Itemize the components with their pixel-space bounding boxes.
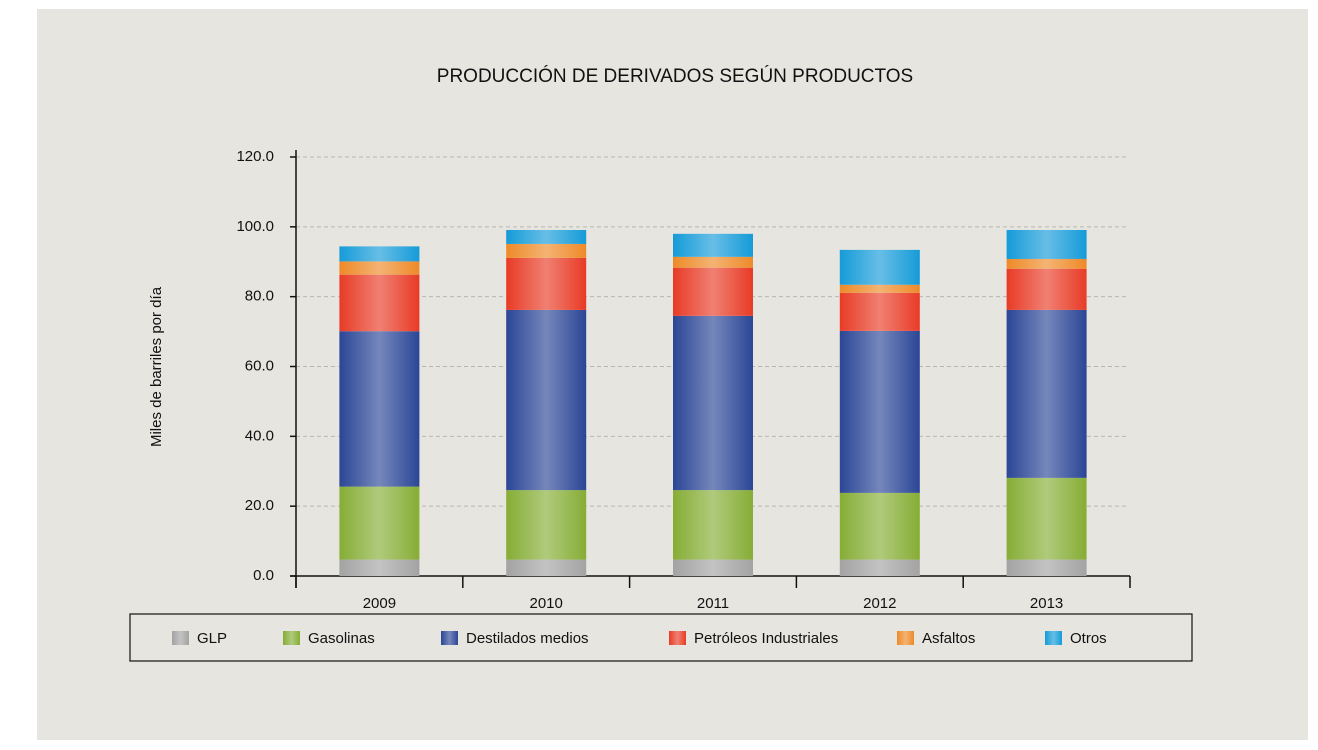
bar-segment — [673, 315, 753, 491]
background — [37, 9, 1308, 740]
bar-segment — [339, 246, 420, 262]
bar-segment — [339, 486, 420, 560]
bar-segment — [673, 490, 753, 560]
bar-segment — [839, 249, 920, 285]
bar-segment — [839, 559, 920, 576]
bar-segment — [339, 331, 420, 487]
y-tick-label: 100.0 — [236, 218, 274, 235]
x-tick-label: 2013 — [1030, 595, 1063, 612]
x-tick-label: 2012 — [863, 595, 896, 612]
bar-segment — [1006, 268, 1087, 310]
y-tick-label: 0.0 — [253, 567, 274, 584]
y-tick-label: 20.0 — [245, 497, 274, 514]
legend-swatch — [669, 631, 686, 645]
legend-label: Petróleos Industriales — [694, 630, 838, 647]
x-tick-label: 2010 — [530, 595, 563, 612]
bar-segment — [839, 330, 920, 493]
legend-swatch — [441, 631, 458, 645]
bar-segment — [339, 274, 420, 332]
bar-segment — [839, 284, 920, 293]
bar-segment — [673, 233, 753, 257]
bar-segment — [506, 559, 587, 576]
legend-label: Gasolinas — [308, 630, 375, 647]
bar-segment — [339, 261, 420, 275]
y-tick-label: 120.0 — [236, 148, 274, 165]
bar-segment — [1006, 477, 1087, 560]
bar-segment — [506, 309, 587, 491]
x-tick-label: 2009 — [363, 595, 396, 612]
bar-segment — [1006, 229, 1087, 259]
x-tick-label: 2011 — [697, 595, 729, 612]
bar-segment — [506, 229, 587, 244]
bar-segment — [1006, 309, 1087, 478]
legend-label: GLP — [197, 630, 227, 647]
bar-segment — [673, 267, 753, 316]
chart-title: PRODUCCIÓN DE DERIVADOS SEGÚN PRODUCTOS — [437, 65, 913, 87]
legend-label: Destilados medios — [466, 630, 589, 647]
bar-segment — [673, 256, 753, 268]
legend-swatch — [1045, 631, 1062, 645]
bar-segment — [839, 292, 920, 331]
bar-segment — [506, 243, 587, 258]
legend-box — [129, 613, 1193, 662]
bar-segment — [1006, 559, 1087, 576]
bar-segment — [1006, 258, 1087, 269]
legend-swatch — [283, 631, 300, 645]
bar-segment — [506, 490, 587, 560]
y-tick-label: 60.0 — [245, 357, 274, 374]
legend-label: Asfaltos — [922, 630, 975, 647]
y-tick-label: 80.0 — [245, 288, 274, 305]
bar-segment — [339, 559, 420, 576]
legend-label: Otros — [1070, 630, 1107, 647]
bar-segment — [839, 492, 920, 560]
bar-segment — [506, 257, 587, 310]
y-axis-label: Miles de barriles por día — [148, 286, 165, 447]
legend-swatch — [897, 631, 914, 645]
legend-swatch — [172, 631, 189, 645]
bar-segment — [673, 559, 753, 576]
y-tick-label: 40.0 — [245, 427, 274, 444]
